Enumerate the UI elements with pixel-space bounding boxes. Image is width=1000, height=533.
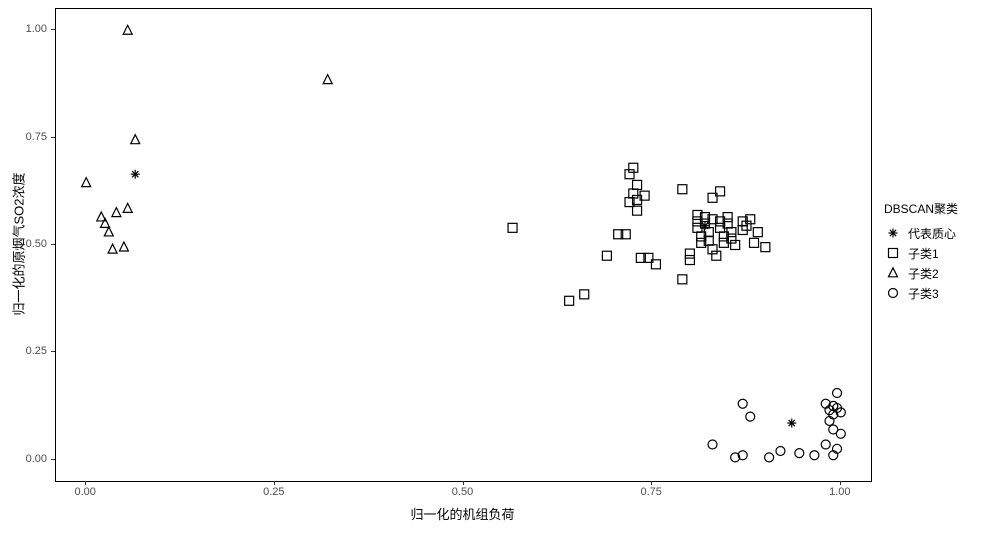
legend-label: 子类3	[908, 285, 939, 302]
plot-panel	[55, 8, 872, 482]
data-point	[708, 245, 717, 254]
x-tick-label: 0.25	[263, 486, 284, 498]
data-point	[765, 453, 774, 462]
y-axis-title: 归一化的原烟气SO2浓度	[9, 172, 28, 315]
data-point	[565, 296, 574, 305]
legend-marker-icon	[884, 284, 902, 302]
data-point	[131, 170, 140, 179]
data-point	[678, 275, 687, 284]
y-tick-label: 0.75	[21, 131, 47, 143]
data-point	[508, 223, 517, 232]
data-point	[795, 449, 804, 458]
data-point	[731, 241, 740, 250]
legend-marker-icon	[884, 264, 902, 282]
x-tick-mark	[85, 481, 86, 485]
legend-label: 子类1	[908, 245, 939, 262]
legend-label: 代表质心	[908, 225, 956, 242]
legend-entry: 子类2	[884, 263, 958, 283]
scatter-chart: 0.000.250.500.751.00 0.000.250.500.751.0…	[0, 0, 1000, 533]
y-tick-mark	[51, 351, 55, 352]
data-point	[685, 256, 694, 265]
legend-entry: 子类3	[884, 283, 958, 303]
data-point	[810, 451, 819, 460]
legend-marker-icon	[884, 224, 902, 242]
x-tick-label: 0.75	[640, 486, 661, 498]
data-point	[753, 228, 762, 237]
y-tick-mark	[51, 459, 55, 460]
data-point	[633, 206, 642, 215]
data-point	[131, 135, 140, 144]
legend-title: DBSCAN聚类	[884, 200, 958, 217]
x-tick-mark	[463, 481, 464, 485]
data-point	[821, 440, 830, 449]
legend-marker-icon	[884, 244, 902, 262]
y-tick-label: 0.25	[21, 345, 47, 357]
x-tick-label: 0.00	[74, 486, 95, 498]
data-point	[746, 412, 755, 421]
data-point	[712, 251, 721, 260]
data-point	[580, 290, 589, 299]
data-point	[833, 389, 842, 398]
legend-label: 子类2	[908, 265, 939, 282]
data-point	[629, 189, 638, 198]
x-tick-mark	[840, 481, 841, 485]
data-point	[678, 185, 687, 194]
data-point	[625, 170, 634, 179]
plot-svg	[56, 9, 871, 481]
data-point	[836, 429, 845, 438]
data-point	[738, 399, 747, 408]
data-point	[776, 446, 785, 455]
data-point	[787, 419, 796, 428]
data-point	[123, 25, 132, 34]
data-point	[750, 238, 759, 247]
x-axis-title: 归一化的机组负荷	[410, 504, 514, 523]
data-point	[82, 178, 91, 187]
legend: DBSCAN聚类 代表质心子类1 子类2 子类3	[884, 200, 958, 303]
y-tick-mark	[51, 29, 55, 30]
data-point	[761, 243, 770, 252]
y-tick-label: 1.00	[21, 23, 47, 35]
data-point	[123, 203, 132, 212]
data-point	[602, 251, 611, 260]
legend-entry: 子类1	[884, 243, 958, 263]
data-point	[323, 75, 332, 84]
data-point	[685, 249, 694, 258]
y-tick-mark	[51, 137, 55, 138]
x-tick-mark	[274, 481, 275, 485]
data-point	[104, 227, 113, 236]
data-point	[633, 180, 642, 189]
data-point	[708, 440, 717, 449]
data-point	[119, 242, 128, 251]
y-tick-label: 0.00	[21, 453, 47, 465]
y-tick-mark	[51, 244, 55, 245]
x-tick-label: 0.50	[452, 486, 473, 498]
data-point	[112, 208, 121, 217]
data-point	[629, 163, 638, 172]
data-point	[108, 244, 117, 253]
x-tick-mark	[651, 481, 652, 485]
x-tick-label: 1.00	[829, 486, 850, 498]
legend-entry: 代表质心	[884, 223, 958, 243]
